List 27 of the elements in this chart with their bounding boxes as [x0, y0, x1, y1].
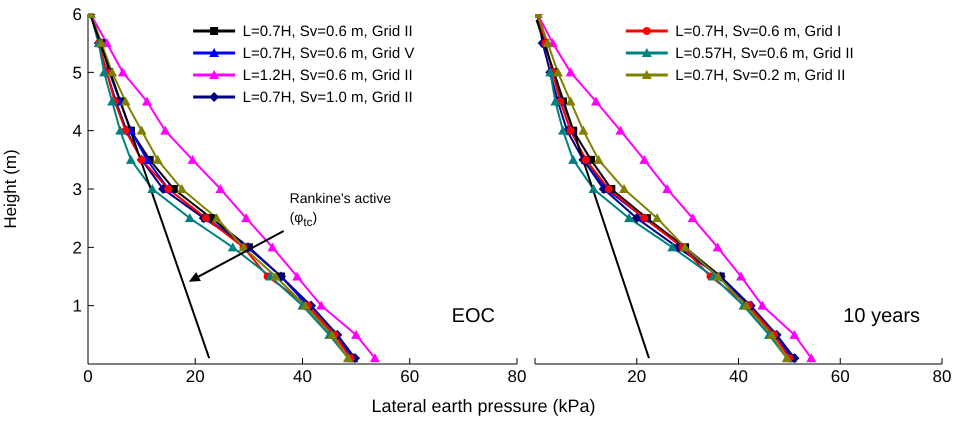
y-tick-label: 3: [72, 180, 82, 200]
x-tick-label: 80: [932, 367, 952, 386]
x-axis-title: Lateral earth pressure (kPa): [370, 396, 597, 417]
x-tick-label: 40: [293, 367, 312, 386]
y-axis-title: Height (m): [1, 149, 20, 229]
y-tick-label: 1: [72, 296, 82, 316]
y-tick-label: 6: [72, 5, 82, 24]
x-tick-label: 20: [627, 367, 646, 386]
annotation: Rankine's active (φ$_{tc}$): [290, 189, 392, 231]
legend-label: L=1.2H, Sv=0.6 m, Grid II: [242, 66, 413, 84]
x-tick-label: 80: [508, 367, 526, 386]
legend-label: L=0.7H, Sv=1.0 m, Grid II: [242, 88, 413, 106]
x-tick-label: 40: [729, 367, 748, 386]
annotation: 10 years: [843, 305, 920, 328]
legend-label: L=0.7H, Sv=0.6 m, Grid V: [242, 44, 414, 62]
legend-label: L=0.7H, Sv=0.6 m, Grid I: [675, 22, 842, 40]
legend-label: L=0.57H, Sv=0.6 m, Grid II: [675, 44, 854, 62]
y-tick-label: 2: [72, 238, 82, 258]
annotation: EOC: [452, 305, 495, 328]
legend-label: L=0.7H, Sv=0.2 m, Grid II: [675, 66, 846, 84]
x-tick-label: 0: [83, 367, 93, 386]
legend-label: L=0.7H, Sv=0.6 m, Grid II: [242, 22, 413, 40]
x-tick-label: 60: [830, 367, 850, 386]
y-tick-label: 5: [72, 63, 82, 82]
x-tick-label: 60: [400, 367, 420, 386]
y-tick-label: 4: [72, 122, 82, 141]
x-tick-label: 20: [186, 367, 205, 386]
